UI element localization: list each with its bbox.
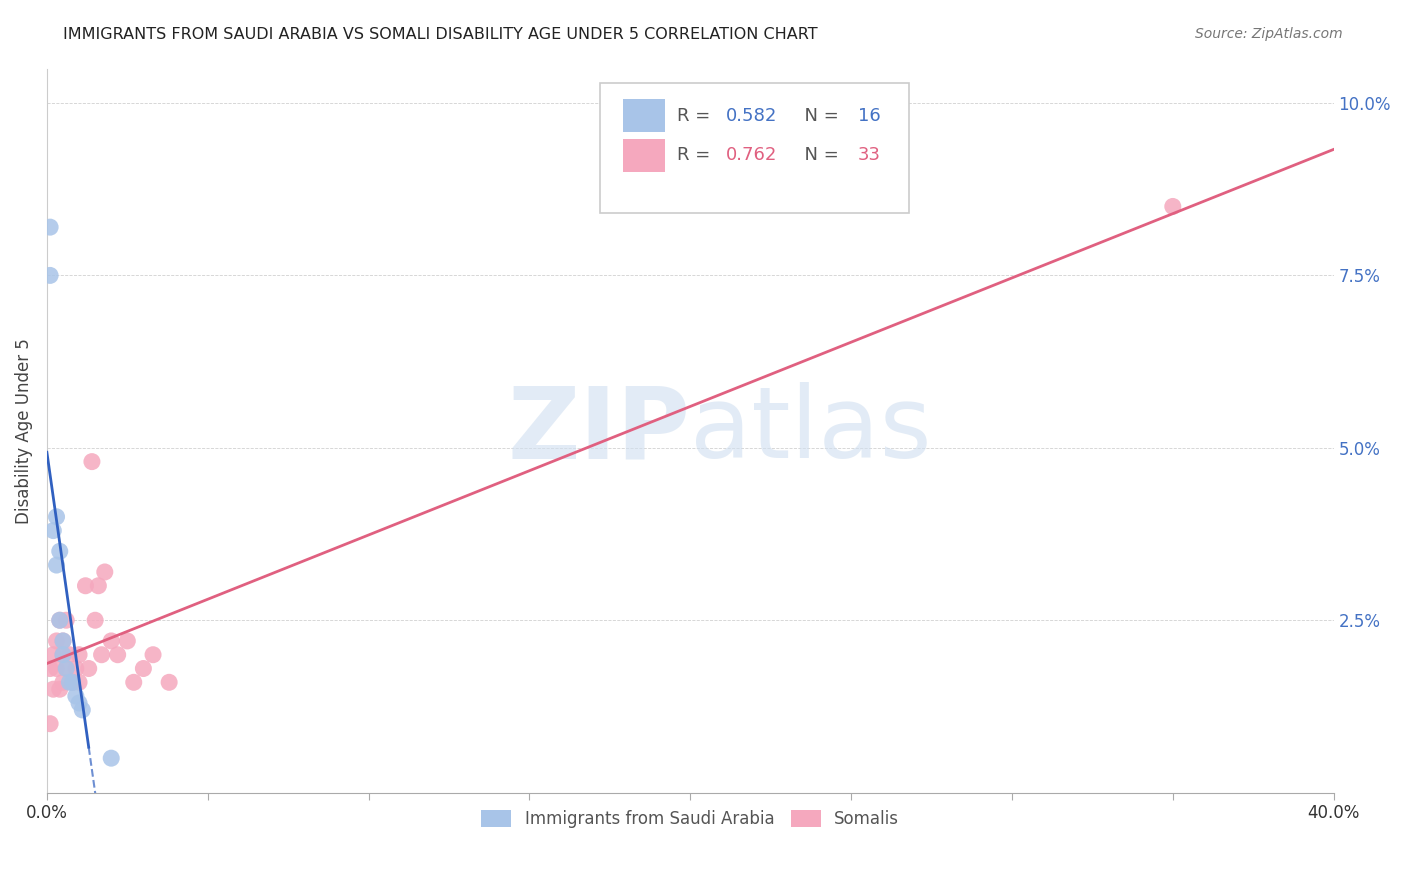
Point (157, 675, 180, 690)
Point (52, 648, 75, 662)
Point (90, 648, 112, 662)
Point (58, 648, 80, 662)
Point (65, 689, 87, 703)
Point (62, 675, 84, 690)
Text: N =: N = (793, 106, 845, 125)
Text: atlas: atlas (690, 382, 932, 479)
Legend: Immigrants from Saudi Arabia, Somalis: Immigrants from Saudi Arabia, Somalis (475, 804, 905, 835)
Text: R =: R = (678, 146, 717, 164)
Y-axis label: Disability Age Under 5: Disability Age Under 5 (15, 338, 32, 524)
FancyBboxPatch shape (623, 99, 665, 132)
Point (1161, 199, 1184, 213)
Point (67, 675, 90, 690)
Point (45, 558, 67, 572)
Point (55, 661, 77, 675)
Text: N =: N = (793, 146, 845, 164)
Point (39, 220, 62, 235)
Point (80, 455, 103, 469)
Point (55, 661, 77, 675)
Point (55, 613, 77, 627)
Point (72, 703, 94, 717)
Text: ZIP: ZIP (508, 382, 690, 479)
Point (84, 613, 107, 627)
Point (77, 661, 100, 675)
Point (94, 565, 117, 579)
Point (132, 661, 155, 675)
Point (45, 509, 67, 524)
Text: R =: R = (678, 106, 717, 125)
Text: Source: ZipAtlas.com: Source: ZipAtlas.com (1195, 27, 1343, 41)
Point (49, 613, 72, 627)
Point (58, 675, 80, 690)
Point (52, 675, 75, 690)
Point (87, 579, 110, 593)
Point (100, 751, 122, 765)
Point (42, 524, 65, 538)
Point (45, 634, 67, 648)
Point (67, 696, 90, 710)
FancyBboxPatch shape (600, 83, 910, 213)
Point (49, 613, 72, 627)
Point (49, 682, 72, 697)
Point (67, 648, 90, 662)
Text: 0.582: 0.582 (727, 106, 778, 125)
Text: IMMIGRANTS FROM SAUDI ARABIA VS SOMALI DISABILITY AGE UNDER 5 CORRELATION CHART: IMMIGRANTS FROM SAUDI ARABIA VS SOMALI D… (63, 27, 818, 42)
Point (52, 648, 75, 662)
Point (39, 716, 62, 731)
Text: 16: 16 (858, 106, 880, 125)
Point (45, 661, 67, 675)
Point (42, 648, 65, 662)
Point (39, 661, 62, 675)
Point (62, 675, 84, 690)
Point (100, 634, 122, 648)
Point (52, 634, 75, 648)
Point (117, 634, 139, 648)
Point (142, 648, 165, 662)
Point (49, 544, 72, 558)
Point (65, 661, 87, 675)
Point (122, 675, 145, 690)
Point (107, 648, 129, 662)
Point (52, 634, 75, 648)
Point (75, 579, 97, 593)
Point (42, 682, 65, 697)
Text: 0.762: 0.762 (727, 146, 778, 164)
Point (39, 268, 62, 283)
Text: 33: 33 (858, 146, 880, 164)
FancyBboxPatch shape (623, 139, 665, 171)
